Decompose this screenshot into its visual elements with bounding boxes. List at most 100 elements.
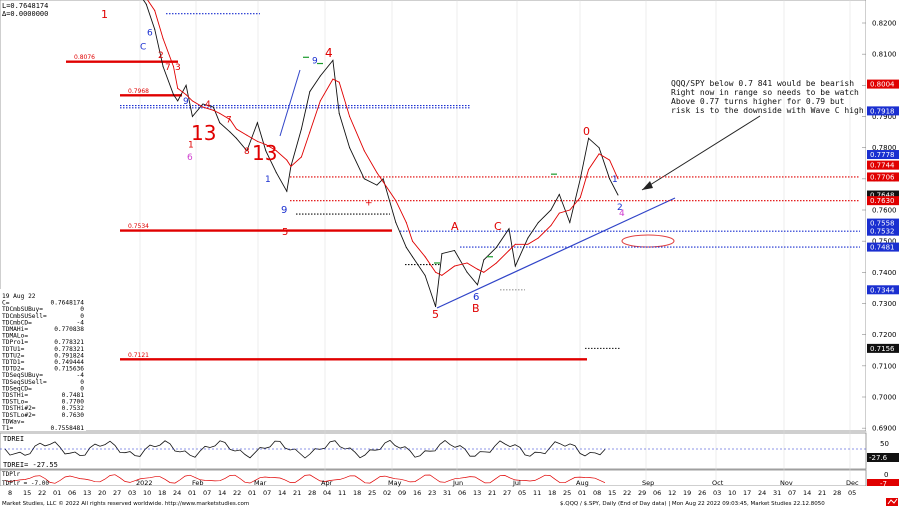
wave-label-0: 0	[583, 125, 590, 138]
y-axis-ticks	[862, 22, 866, 429]
info-value: 0.715636	[54, 366, 84, 373]
x-month-label: Feb	[192, 479, 204, 487]
data-point	[466, 271, 468, 273]
footer-left: Market Studies, LLC © 2022 All rights re…	[2, 500, 249, 507]
data-point	[154, 10, 156, 11]
info-value: 0.7532	[62, 405, 85, 412]
info-value: 0.7630	[62, 412, 85, 419]
data-point	[405, 246, 407, 248]
right-axis-bg	[866, 0, 900, 431]
tdpir-title: TDPlr	[2, 471, 20, 478]
data-point	[349, 147, 351, 149]
x-day-label: 24	[758, 489, 766, 497]
x-day-label: 21	[293, 489, 301, 497]
header-line-2: Δ=0.0000000	[2, 10, 48, 18]
x-day-label: 02	[383, 489, 391, 497]
data-point	[191, 100, 193, 102]
x-day-label: 22	[623, 489, 631, 497]
wave-label-13b: 13	[252, 141, 277, 165]
series-line	[142, 0, 619, 307]
y-tick-label: 0.7400	[872, 269, 897, 277]
data-point	[376, 172, 378, 174]
data-point	[300, 156, 302, 158]
trend-segment	[279, 69, 301, 137]
x-month-label: Oct	[712, 479, 724, 487]
wave-label-3: 3	[175, 63, 181, 73]
data-point	[332, 59, 334, 61]
price-tag-bg	[867, 285, 899, 295]
info-value: 0	[80, 313, 84, 320]
price-tag-bg	[867, 160, 899, 170]
price-tag: 0.7344	[870, 286, 895, 294]
info-value: -4	[77, 372, 85, 379]
price-tag: 0.7744	[870, 162, 895, 170]
data-point	[527, 237, 529, 239]
data-point	[508, 250, 510, 251]
x-day-label: 06	[458, 489, 466, 497]
x-day-label: 15	[23, 489, 31, 497]
price-tag: 0.7630	[870, 197, 895, 205]
price-tag: 0.7481	[870, 244, 895, 252]
data-point	[588, 137, 590, 139]
data-point	[246, 134, 248, 136]
vertical-gridlines	[139, 0, 851, 486]
info-value: -4	[77, 319, 85, 326]
price-tag-bg	[867, 190, 899, 200]
data-point	[338, 81, 340, 83]
data-point	[558, 193, 560, 195]
main-plot-frame	[0, 0, 867, 432]
info-key: 19 Aug 22	[2, 293, 36, 300]
x-month-label: Nov	[780, 479, 793, 487]
x-day-label: 12	[668, 489, 676, 497]
data-point	[514, 265, 516, 267]
data-point	[454, 265, 455, 267]
x-day-label: 11	[338, 489, 346, 497]
x-day-label: 14	[278, 489, 286, 497]
x-day-label: 31	[443, 489, 451, 497]
header-line-1: L=0.7648174	[2, 2, 48, 10]
info-key: TDSTLo=	[2, 399, 28, 406]
data-point	[508, 228, 510, 230]
data-point	[609, 178, 611, 180]
data-point	[495, 262, 497, 264]
x-day-label: 14	[803, 489, 811, 497]
x-day-label: 28	[308, 489, 316, 497]
data-point	[395, 200, 397, 202]
info-value: 0.7700	[62, 399, 85, 406]
td-count-marker: 6	[147, 28, 153, 38]
annotation-line-3: Above 0.77 turns higher for 0.79 but	[671, 97, 845, 106]
data-point	[424, 256, 426, 258]
annotation-arrow-line	[641, 115, 761, 191]
info-value: 0.7558481	[50, 425, 84, 432]
tdpir-readout: TDPlr = -7.00	[2, 480, 49, 487]
data-point	[229, 119, 231, 121]
x-day-label: 01	[53, 489, 61, 497]
data-point	[256, 140, 258, 142]
data-point	[537, 222, 539, 223]
info-key: T1=	[2, 425, 13, 432]
data-point	[569, 209, 571, 211]
wave-label-5b: 5	[282, 227, 288, 238]
data-point	[477, 284, 478, 286]
x-month-label: Aug	[576, 479, 589, 487]
info-key: TDSeqSUSell=	[2, 379, 47, 386]
x-day-label: 06	[653, 489, 661, 497]
x-day-label: 14	[218, 489, 226, 497]
y-tick-label: 0.7900	[872, 113, 897, 121]
wave-label-B: B	[472, 302, 480, 315]
data-point	[309, 91, 311, 93]
x-day-label: 18	[548, 489, 556, 497]
data-point	[300, 128, 302, 130]
tdrei-tag: -27.6	[869, 454, 888, 462]
data-point	[466, 262, 468, 264]
x-month-label: 2022	[136, 479, 153, 487]
x-day-label: 13	[83, 489, 91, 497]
wave-label-13a: 13	[191, 121, 216, 145]
data-point	[173, 94, 174, 96]
x-day-label: 07	[788, 489, 796, 497]
info-key: TDCmbSUSell=	[2, 313, 47, 320]
td-count-marker: +	[365, 198, 373, 208]
y-tick-label: 0.7100	[872, 362, 897, 370]
x-day-label: 28	[833, 489, 841, 497]
